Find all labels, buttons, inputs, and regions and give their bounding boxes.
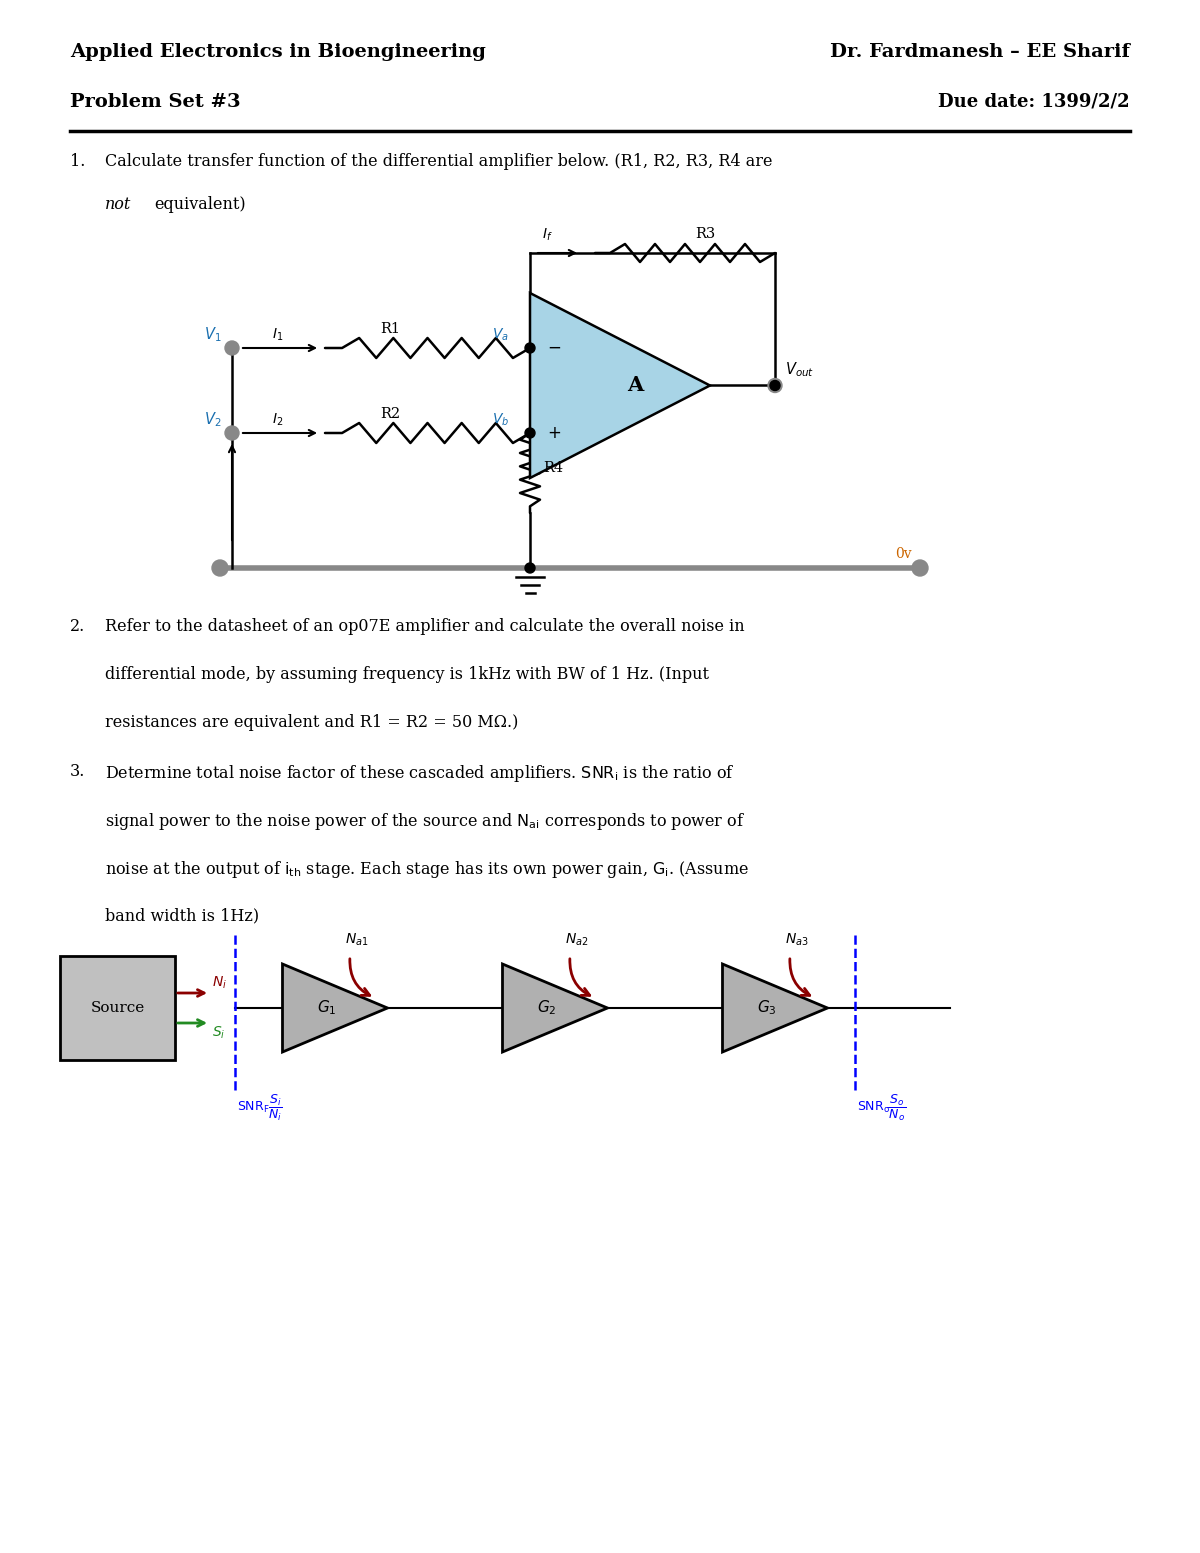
- Text: R3: R3: [695, 227, 715, 241]
- Text: Source: Source: [90, 1002, 145, 1016]
- Text: Calculate transfer function of the differential amplifier below. (R1, R2, R3, R4: Calculate transfer function of the diffe…: [106, 154, 773, 169]
- Text: $N_{a2}$: $N_{a2}$: [565, 932, 588, 947]
- Circle shape: [912, 561, 928, 576]
- Text: differential mode, by assuming frequency is 1kHz with BW of 1 Hz. (Input: differential mode, by assuming frequency…: [106, 666, 709, 683]
- Text: resistances are equivalent and R1 = R2 = 50 MΩ.): resistances are equivalent and R1 = R2 =…: [106, 714, 518, 731]
- Circle shape: [768, 379, 782, 393]
- Text: not: not: [106, 196, 131, 213]
- Text: 0v: 0v: [895, 547, 912, 561]
- Text: band width is 1Hz): band width is 1Hz): [106, 907, 259, 924]
- Text: $I_1$: $I_1$: [272, 326, 283, 343]
- Polygon shape: [282, 964, 388, 1051]
- Text: $V_2$: $V_2$: [204, 410, 221, 429]
- Text: $G_2$: $G_2$: [538, 999, 557, 1017]
- Text: $V_a$: $V_a$: [492, 326, 509, 343]
- Text: noise at the output of $\mathrm{i_{th}}$ stage. Each stage has its own power gai: noise at the output of $\mathrm{i_{th}}$…: [106, 859, 749, 881]
- Text: R2: R2: [380, 407, 400, 421]
- Polygon shape: [530, 294, 710, 478]
- Circle shape: [226, 342, 239, 356]
- Text: Dr. Fardmanesh – EE Sharif: Dr. Fardmanesh – EE Sharif: [830, 43, 1130, 61]
- Text: Determine total noise factor of these cascaded amplifiers. $\mathrm{SNR_i}$ is t: Determine total noise factor of these ca…: [106, 763, 734, 784]
- Text: Refer to the datasheet of an op07E amplifier and calculate the overall noise in: Refer to the datasheet of an op07E ampli…: [106, 618, 745, 635]
- Text: $G_3$: $G_3$: [757, 999, 776, 1017]
- Text: $G_1$: $G_1$: [317, 999, 337, 1017]
- Text: R1: R1: [380, 321, 400, 335]
- Text: 3.: 3.: [70, 763, 85, 780]
- Text: $V_{out}$: $V_{out}$: [785, 360, 814, 379]
- Polygon shape: [503, 964, 607, 1051]
- Text: $N_i$: $N_i$: [212, 975, 227, 991]
- Text: equivalent): equivalent): [154, 196, 246, 213]
- Text: $I_2$: $I_2$: [272, 412, 283, 429]
- Text: $\mathrm{SNR_\sigma}\dfrac{S_o}{N_o}$: $\mathrm{SNR_\sigma}\dfrac{S_o}{N_o}$: [857, 1093, 906, 1123]
- FancyBboxPatch shape: [60, 957, 175, 1061]
- Text: R4: R4: [542, 461, 563, 475]
- Circle shape: [212, 561, 228, 576]
- Circle shape: [526, 343, 535, 353]
- Text: A: A: [626, 376, 643, 396]
- Text: signal power to the noise power of the source and $\mathrm{N_{ai}}$ corresponds : signal power to the noise power of the s…: [106, 811, 745, 832]
- Text: $S_i$: $S_i$: [212, 1025, 226, 1041]
- Text: Problem Set #3: Problem Set #3: [70, 93, 241, 110]
- Circle shape: [526, 429, 535, 438]
- Text: +: +: [547, 424, 560, 443]
- Circle shape: [770, 380, 780, 390]
- Text: $V_1$: $V_1$: [204, 325, 222, 345]
- Text: $\mathrm{SNR_F}\dfrac{S_i}{N_i}$: $\mathrm{SNR_F}\dfrac{S_i}{N_i}$: [238, 1093, 283, 1123]
- Text: $I_f$: $I_f$: [542, 227, 553, 242]
- Text: −: −: [547, 339, 560, 357]
- Text: 2.: 2.: [70, 618, 85, 635]
- Text: $N_{a1}$: $N_{a1}$: [346, 932, 368, 947]
- Text: 1.: 1.: [70, 154, 85, 169]
- Circle shape: [526, 564, 535, 573]
- Text: Due date: 1399/2/2: Due date: 1399/2/2: [938, 93, 1130, 110]
- Text: $V_b$: $V_b$: [492, 412, 509, 429]
- Text: Applied Electronics in Bioengineering: Applied Electronics in Bioengineering: [70, 43, 486, 61]
- Circle shape: [226, 426, 239, 439]
- Text: $N_{a3}$: $N_{a3}$: [785, 932, 809, 947]
- Polygon shape: [722, 964, 828, 1051]
